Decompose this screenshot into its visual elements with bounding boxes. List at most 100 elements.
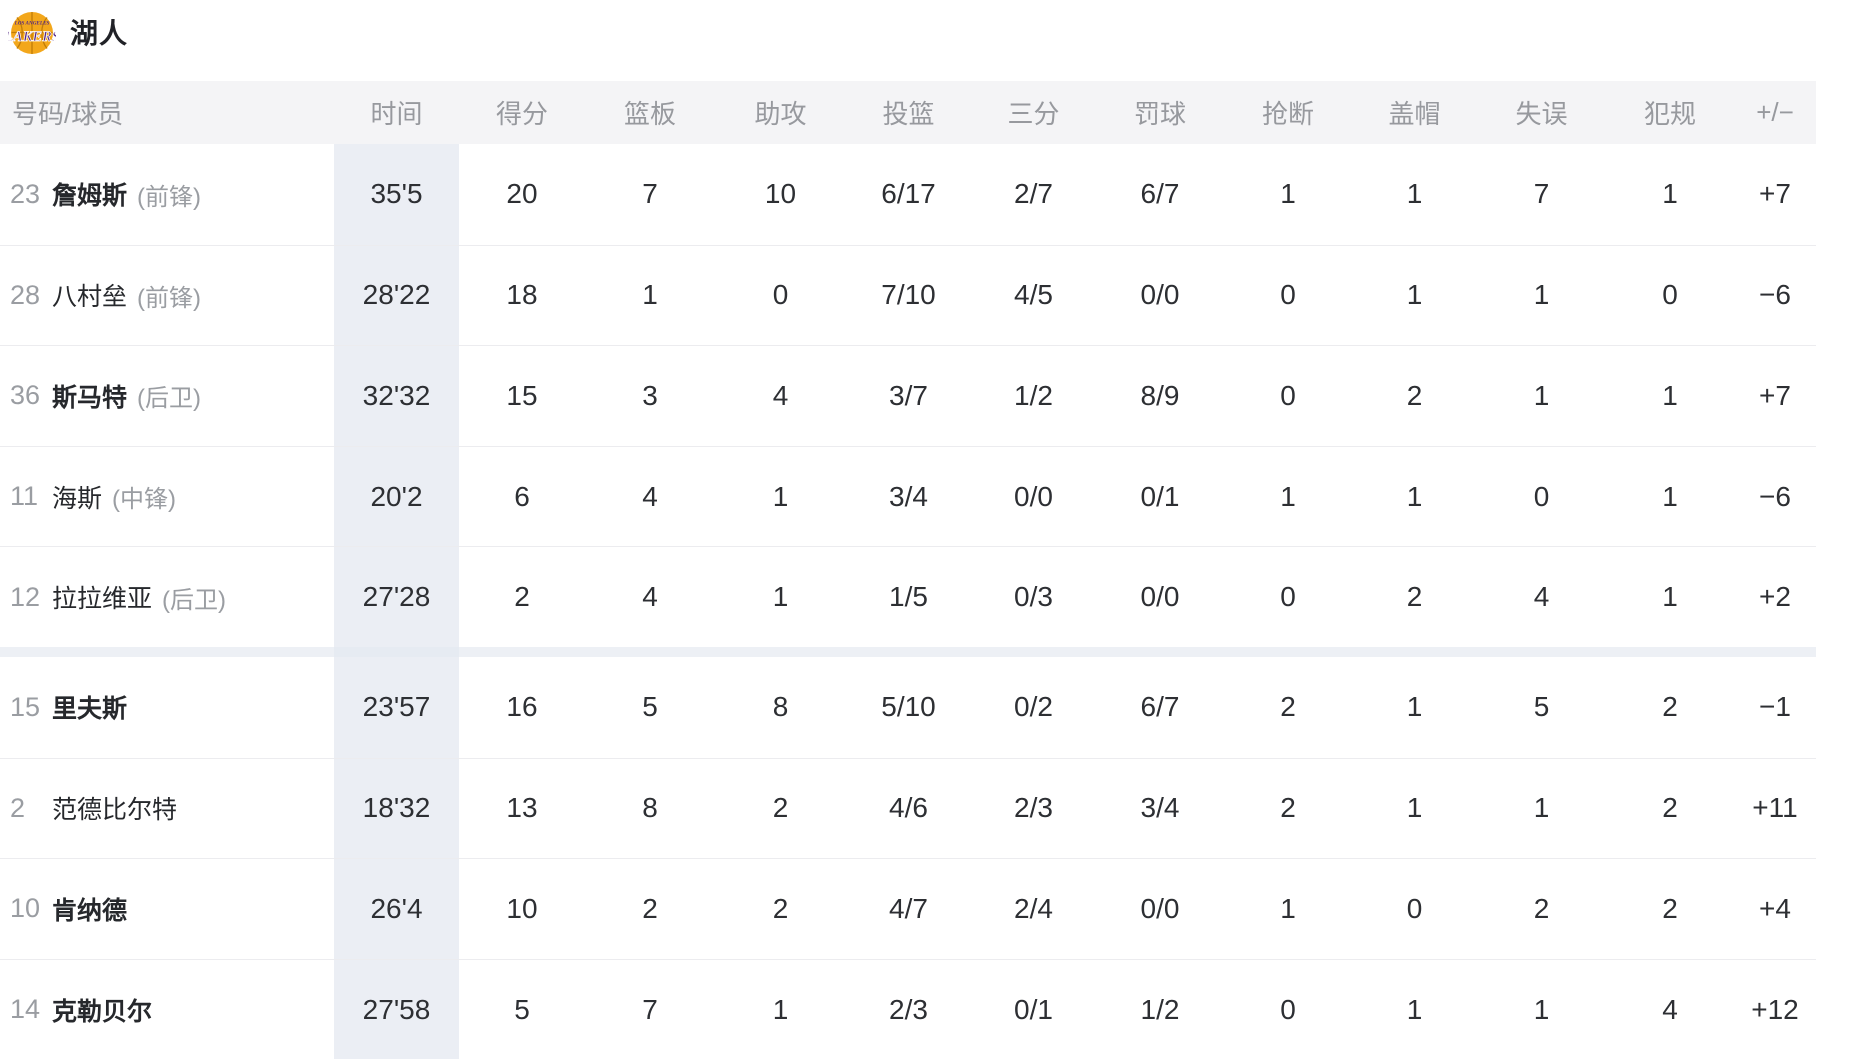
stat-field-goals: 3/4 xyxy=(889,480,928,512)
stat-plus-minus: +7 xyxy=(1759,178,1791,210)
jersey-number: 12 xyxy=(10,581,41,612)
stat-plus-minus: +7 xyxy=(1759,379,1791,411)
stat-fouls: 1 xyxy=(1662,178,1678,210)
player-row: 28 八村垒 (前锋) 28'22 18 1 0 7/10 4/5 0/0 0 … xyxy=(0,244,1816,346)
player-cell: 10 肯纳德 xyxy=(0,859,334,959)
player-cell: 2 范德比尔特 xyxy=(0,759,334,859)
stat-points: 18 xyxy=(506,279,538,311)
player-name: 詹姆斯 xyxy=(52,182,128,211)
player-row: 10 肯纳德 26'4 10 2 2 4/7 2/4 0/0 1 0 2 2 +… xyxy=(0,858,1816,959)
stat-plus-minus: +12 xyxy=(1751,993,1799,1025)
stat-free-throws: 1/2 xyxy=(1140,993,1180,1025)
stat-points: 15 xyxy=(506,379,538,411)
player-name: 肯纳德 xyxy=(52,896,128,925)
stat-field-goals: 3/7 xyxy=(889,379,928,411)
stat-fouls: 1 xyxy=(1662,480,1678,512)
stat-time: 28'22 xyxy=(334,245,459,346)
col-header-number-player: 号码/球员 xyxy=(12,99,124,129)
stat-fouls: 2 xyxy=(1662,691,1678,723)
starters-rows: 23 詹姆斯 (前锋) 35'5 20 7 10 6/17 2/7 6/7 1 … xyxy=(0,144,1816,647)
stat-fouls: 4 xyxy=(1662,993,1678,1025)
team-header: LOS ANGELES LAKERS 湖人 xyxy=(8,8,128,56)
stat-steals: 1 xyxy=(1280,892,1296,924)
col-header-three-pointers: 三分 xyxy=(1007,99,1060,129)
stat-assists: 2 xyxy=(772,892,789,924)
stat-points: 6 xyxy=(514,480,530,512)
stat-turnovers: 1 xyxy=(1533,993,1550,1025)
stat-rebounds: 2 xyxy=(642,892,658,924)
stat-plus-minus: −1 xyxy=(1759,691,1791,723)
player-name: 拉拉维亚 xyxy=(52,585,153,614)
stat-rebounds: 4 xyxy=(642,581,658,613)
stat-three-pointers: 1/2 xyxy=(1014,379,1053,411)
player-row: 14 克勒贝尔 27'58 5 7 1 2/3 0/1 1/2 0 1 1 4 … xyxy=(0,958,1816,1059)
stat-time: 27'28 xyxy=(334,547,459,647)
stat-free-throws: 6/7 xyxy=(1140,178,1180,210)
stat-fouls: 0 xyxy=(1662,279,1678,311)
stat-turnovers: 4 xyxy=(1533,581,1550,613)
stat-blocks: 2 xyxy=(1406,379,1423,411)
player-name: 海斯 xyxy=(52,484,103,513)
player-row: 2 范德比尔特 18'32 13 8 2 4/6 2/3 3/4 2 1 1 2… xyxy=(0,757,1816,859)
player-position: (中锋) xyxy=(112,486,176,514)
jersey-number: 14 xyxy=(10,994,41,1025)
col-header-fouls: 犯规 xyxy=(1643,99,1696,129)
player-name: 克勒贝尔 xyxy=(52,997,153,1026)
col-header-assists: 助攻 xyxy=(754,99,807,129)
stat-rebounds: 1 xyxy=(642,279,658,311)
player-name: 八村垒 xyxy=(52,283,128,312)
player-name: 范德比尔特 xyxy=(52,796,178,825)
stat-turnovers: 5 xyxy=(1533,691,1550,723)
stat-free-throws: 0/0 xyxy=(1140,279,1180,311)
stat-points: 20 xyxy=(506,178,538,210)
stat-plus-minus: +4 xyxy=(1759,892,1791,924)
stat-blocks: 0 xyxy=(1406,892,1423,924)
jersey-number: 11 xyxy=(10,481,39,512)
player-cell: 15 里夫斯 xyxy=(0,657,334,758)
stat-blocks: 1 xyxy=(1406,178,1423,210)
stat-turnovers: 7 xyxy=(1533,178,1550,210)
stat-points: 5 xyxy=(514,993,530,1025)
player-cell: 12 拉拉维亚 (后卫) xyxy=(0,547,334,647)
stat-blocks: 1 xyxy=(1406,792,1423,824)
stat-steals: 0 xyxy=(1280,379,1296,411)
stat-fouls: 1 xyxy=(1662,581,1678,613)
section-divider xyxy=(0,646,1816,657)
stat-blocks: 1 xyxy=(1406,691,1423,723)
stat-steals: 0 xyxy=(1280,993,1296,1025)
jersey-number: 28 xyxy=(10,279,41,310)
stat-plus-minus: −6 xyxy=(1759,480,1791,512)
player-cell: 14 克勒贝尔 xyxy=(0,960,334,1059)
stat-field-goals: 2/3 xyxy=(889,993,928,1025)
jersey-number: 15 xyxy=(10,691,41,722)
stat-field-goals: 7/10 xyxy=(881,279,936,311)
stat-field-goals: 4/6 xyxy=(889,792,928,824)
stat-fouls: 1 xyxy=(1662,379,1678,411)
stat-three-pointers: 0/3 xyxy=(1014,581,1053,613)
stat-rebounds: 3 xyxy=(642,379,658,411)
stat-time: 20'2 xyxy=(334,446,459,547)
player-name: 斯马特 xyxy=(52,383,128,412)
lakers-logo-icon: LOS ANGELES LAKERS xyxy=(8,12,56,54)
stat-three-pointers: 2/3 xyxy=(1014,792,1053,824)
stat-fouls: 2 xyxy=(1662,792,1678,824)
table-header-row: 号码/球员 时间 得分 篮板 助攻 投篮 三分 罚球 抢断 盖帽 失误 犯规 +… xyxy=(0,81,1816,144)
stat-time: 32'32 xyxy=(334,346,459,446)
col-header-field-goals: 投篮 xyxy=(882,99,935,129)
stat-steals: 2 xyxy=(1280,792,1296,824)
stat-field-goals: 1/5 xyxy=(889,581,928,613)
player-position: (前锋) xyxy=(137,183,201,211)
player-position: (后卫) xyxy=(162,586,226,614)
stat-free-throws: 0/0 xyxy=(1140,892,1180,924)
stat-rebounds: 5 xyxy=(642,691,658,723)
stat-time: 18'32 xyxy=(334,758,459,859)
jersey-number: 23 xyxy=(10,178,41,209)
stat-free-throws: 0/0 xyxy=(1140,581,1180,613)
stat-steals: 2 xyxy=(1280,691,1296,723)
stat-plus-minus: +11 xyxy=(1752,792,1798,824)
stat-three-pointers: 2/7 xyxy=(1014,178,1053,210)
stat-time: 35'5 xyxy=(334,144,459,245)
col-header-time: 时间 xyxy=(370,99,423,129)
team-name: 湖人 xyxy=(70,18,129,49)
player-cell: 11 海斯 (中锋) xyxy=(0,447,334,547)
